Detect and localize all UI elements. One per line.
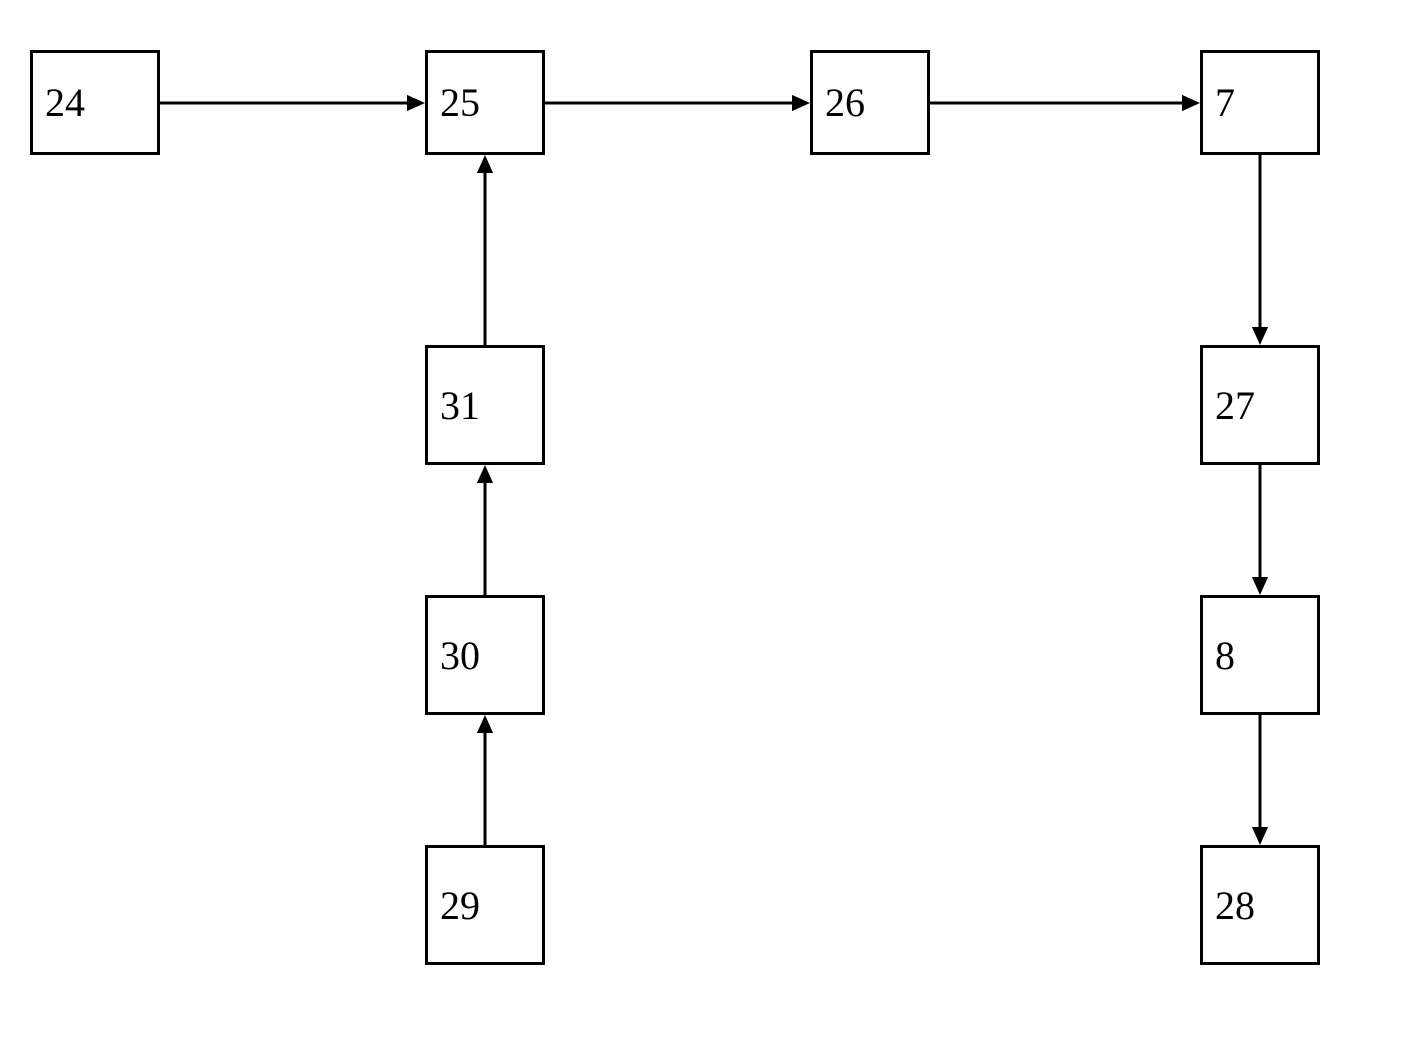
node-label: 31	[440, 382, 480, 429]
edge-arrow	[1240, 445, 1280, 615]
node-label: 26	[825, 79, 865, 126]
edge-arrow	[465, 695, 505, 865]
edge-arrow	[465, 135, 505, 365]
node-label: 27	[1215, 382, 1255, 429]
edge-arrow	[140, 83, 445, 123]
edge-arrow	[465, 445, 505, 615]
node-label: 29	[440, 882, 480, 929]
edge-arrow	[1240, 135, 1280, 365]
edge-arrow	[1240, 695, 1280, 865]
node-label: 25	[440, 79, 480, 126]
node-label: 28	[1215, 882, 1255, 929]
edge-arrow	[525, 83, 830, 123]
node-label: 30	[440, 632, 480, 679]
node-label: 8	[1215, 632, 1235, 679]
edge-arrow	[910, 83, 1220, 123]
node-label: 24	[45, 79, 85, 126]
